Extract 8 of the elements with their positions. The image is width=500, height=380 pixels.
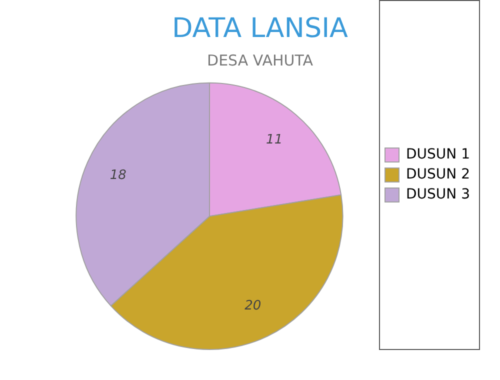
data-label: 20 <box>244 298 262 314</box>
data-label: 11 <box>266 132 283 148</box>
chart-title: DATA LANSIA <box>172 13 349 44</box>
legend-label: DUSUN 1 <box>406 146 470 163</box>
chart-subtitle: DESA VAHUTA <box>207 51 314 70</box>
legend-label: DUSUN 3 <box>406 186 470 203</box>
data-label: 18 <box>110 168 126 184</box>
legend-label: DUSUN 2 <box>406 166 470 183</box>
